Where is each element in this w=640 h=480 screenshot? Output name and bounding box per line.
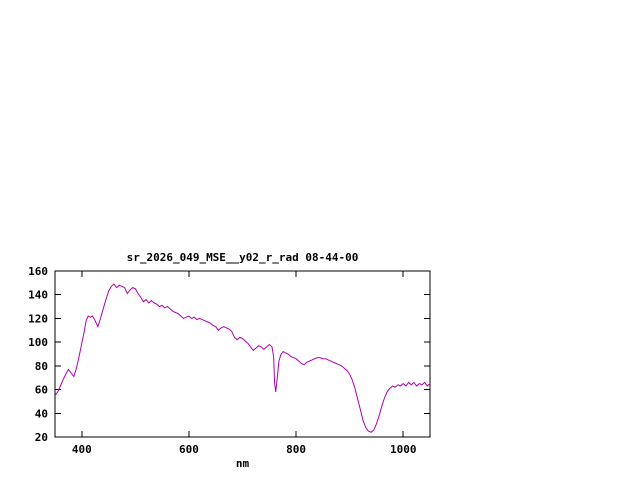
- plot-frame: [54, 270, 431, 438]
- y-tick-label: 60: [35, 384, 48, 397]
- spectrum-line: [54, 283, 431, 433]
- x-tick-label: 1000: [390, 443, 417, 456]
- y-tick-label: 20: [35, 431, 48, 444]
- y-tick-label: 80: [35, 360, 48, 373]
- chart-title: sr_2026_049_MSE__y02_r_rad 08-44-00: [126, 251, 359, 264]
- y-tick-label: 100: [28, 336, 48, 349]
- y-tick-label: 160: [28, 265, 48, 278]
- y-tick-label: 140: [28, 289, 48, 302]
- y-tick-label: 120: [28, 312, 48, 325]
- x-tick-label: 800: [286, 443, 306, 456]
- x-tick-label: 600: [179, 443, 199, 456]
- y-tick-label: 40: [35, 407, 48, 420]
- x-axis-label: nm: [235, 457, 250, 470]
- x-tick-label: 400: [72, 443, 92, 456]
